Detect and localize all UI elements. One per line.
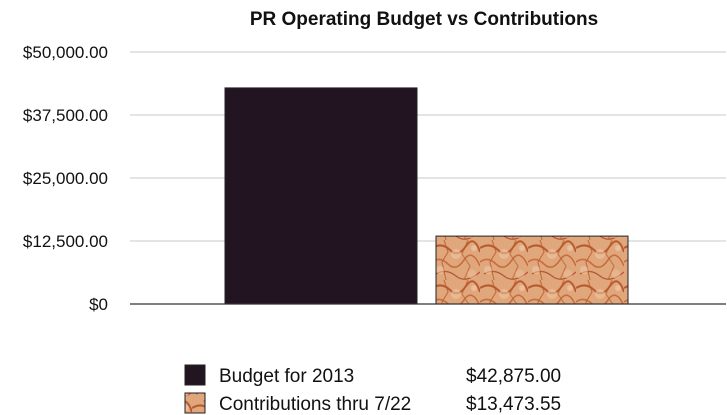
y-tick-label: $25,000.00: [23, 169, 108, 188]
bar-budget: [224, 87, 418, 305]
bars: [224, 87, 629, 305]
legend: Budget for 2013 $42,875.00 Contributions t…: [184, 364, 561, 415]
legend-value: $13,473.55: [466, 394, 561, 415]
y-tick-label: $12,500.00: [23, 232, 108, 251]
y-axis-tick-labels: $0 $12,500.00 $25,000.00 $37,500.00 $50,000.…: [23, 43, 108, 314]
legend-label: Budget for 2013: [219, 366, 354, 387]
legend-value: $42,875.00: [466, 366, 561, 387]
legend-swatch: [184, 364, 206, 386]
y-tick-label: $50,000.00: [23, 43, 108, 62]
bar-contributions: [435, 235, 629, 305]
legend-label: Contributions thru 7/22: [219, 394, 411, 415]
y-tick-label: $0: [89, 295, 108, 314]
y-tick-label: $37,500.00: [23, 106, 108, 125]
chart-title: PR Operating Budget vs Contributions: [250, 9, 598, 30]
legend-swatch: [184, 392, 206, 414]
gridlines: [130, 51, 726, 242]
